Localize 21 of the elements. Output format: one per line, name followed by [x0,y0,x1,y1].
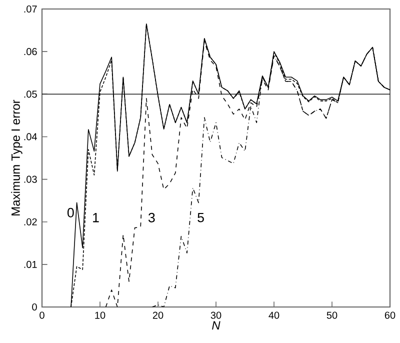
y-tick-label: .05 [24,90,37,98]
y-tick-label: .03 [24,176,37,183]
x-tick-label: 10 [95,312,106,319]
x-tick-label: 50 [326,312,338,319]
series-label: 5 [198,212,204,222]
y-axis-title: Maximum Type I error [11,100,22,216]
x-axis-title: N [212,321,220,330]
x-tick-label: 20 [152,312,164,319]
x-tick-label: 40 [268,312,280,319]
y-tick-label: .07 [24,5,37,13]
y-tick-label: .01 [24,260,37,268]
series-label: 0 [67,208,74,218]
x-tick-label: 30 [210,312,222,319]
y-tick-label: .04 [24,133,37,140]
x-tick-label: 0 [40,312,44,319]
y-tick-label: .06 [24,48,37,56]
x-tick-label: 60 [384,312,396,319]
y-tick-label: 0 [32,303,37,311]
series-label: 3 [148,212,155,222]
series-label: 1 [93,213,99,222]
y-tick-label: .02 [24,218,37,226]
